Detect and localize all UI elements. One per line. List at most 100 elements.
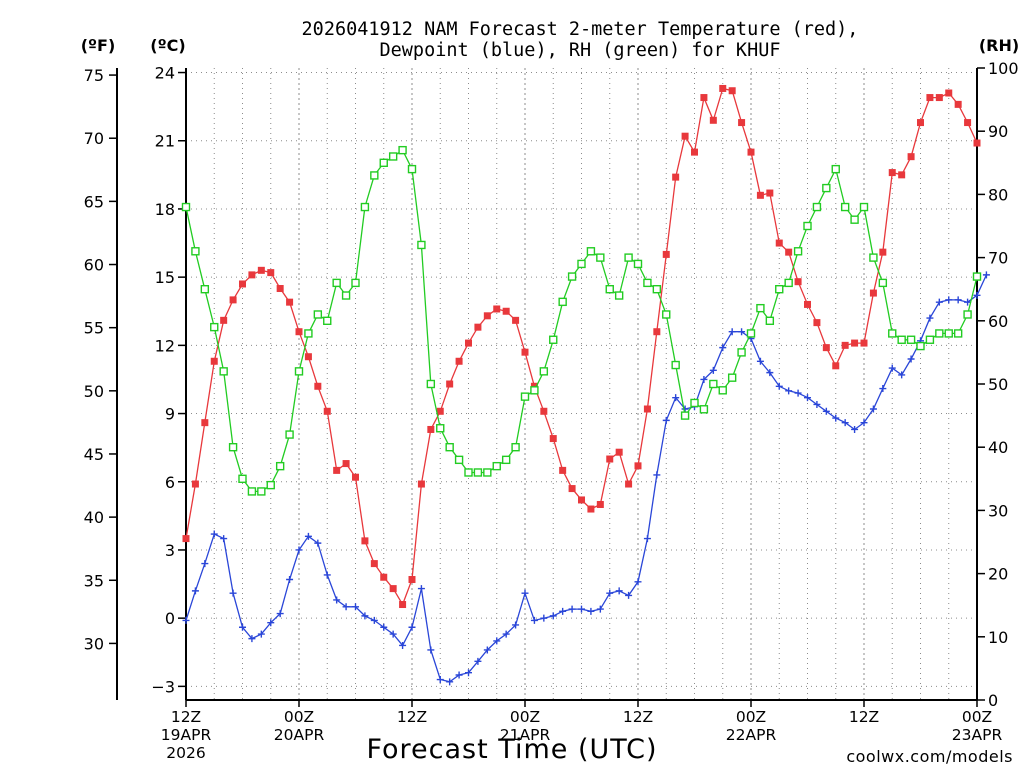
chart-title-line1: 2026041912 NAM Forecast 2-meter Temperat… (302, 19, 859, 40)
data-point (191, 587, 199, 595)
data-point (898, 171, 906, 179)
data-point (964, 298, 972, 306)
data-point (841, 341, 849, 349)
data-point (257, 630, 265, 638)
data-point (935, 298, 943, 306)
data-point (926, 314, 934, 322)
data-point (559, 607, 567, 615)
data-point (314, 382, 322, 390)
data-point (549, 435, 557, 443)
rh-tick-label: 70 (988, 249, 1008, 268)
data-point (530, 616, 538, 624)
data-point (248, 635, 256, 643)
data-point (229, 589, 237, 597)
data-point (917, 119, 924, 127)
data-point (906, 335, 916, 344)
data-point (813, 400, 821, 408)
data-point (286, 298, 294, 306)
data-point (898, 371, 906, 379)
data-point (399, 641, 407, 649)
data-point (831, 164, 840, 174)
data-point (822, 344, 830, 352)
x-tick-label: 12Z (171, 708, 201, 726)
data-point (436, 407, 444, 415)
rh-tick-label: 20 (988, 565, 1008, 584)
data-point (399, 601, 407, 609)
data-point (728, 328, 736, 336)
data-point (361, 612, 369, 620)
data-point (257, 266, 265, 274)
data-point (493, 305, 501, 313)
data-point (220, 535, 228, 543)
data-point (352, 473, 359, 481)
data-point (229, 296, 237, 304)
data-point (756, 191, 764, 199)
data-point (333, 596, 341, 604)
rh-tick-label: 80 (988, 185, 1008, 204)
data-point (577, 259, 586, 269)
celsius-tick-label: 24 (155, 64, 175, 83)
data-point (417, 480, 425, 488)
data-point (888, 364, 896, 372)
credit-label: coolwx.com/models (846, 747, 1013, 766)
data-point (341, 291, 351, 300)
data-point (596, 605, 604, 613)
data-point (408, 623, 416, 631)
fahrenheit-tick-label: 70 (84, 129, 104, 148)
data-point (709, 116, 717, 124)
data-point (738, 119, 746, 127)
data-point (276, 610, 284, 618)
celsius-tick-label: 21 (155, 132, 175, 151)
chart-title-line2: Dewpoint (blue), RH (green) for KHUF (380, 40, 781, 61)
series (181, 84, 990, 686)
data-point (916, 341, 925, 351)
data-point (426, 379, 436, 389)
data-point (935, 329, 944, 338)
data-point (850, 215, 859, 224)
series-dewpoint (182, 271, 990, 686)
data-point (408, 576, 416, 584)
data-point (323, 407, 331, 415)
series-temperature (182, 84, 981, 609)
data-point (681, 132, 689, 140)
data-point (822, 407, 830, 415)
data-point (728, 87, 736, 95)
data-point (454, 455, 464, 465)
data-point (587, 607, 595, 615)
data-point (521, 348, 529, 356)
data-point (483, 312, 491, 320)
data-point (719, 344, 727, 352)
data-point (615, 587, 623, 595)
data-point (727, 373, 737, 382)
data-point (671, 360, 680, 370)
data-point (247, 487, 257, 496)
data-point (925, 335, 935, 344)
series-rh (181, 145, 982, 496)
data-point (614, 291, 624, 300)
data-point (944, 329, 953, 338)
data-point (549, 335, 558, 344)
fahrenheit-tick-label: 35 (84, 571, 104, 590)
data-point (427, 425, 435, 433)
data-point (973, 139, 981, 147)
data-point (455, 357, 463, 365)
data-point (719, 84, 727, 92)
data-point (803, 221, 812, 231)
data-point (625, 480, 633, 488)
data-point (502, 630, 510, 638)
data-point (220, 316, 228, 324)
data-point (765, 316, 775, 325)
data-point (766, 189, 774, 197)
data-point (474, 657, 482, 665)
data-point (483, 646, 491, 654)
data-point (201, 560, 209, 568)
data-point (907, 153, 915, 161)
data-point (973, 291, 981, 299)
data-point (568, 485, 576, 493)
data-point (633, 259, 643, 269)
data-point (549, 612, 557, 620)
rh-tick-label: 10 (988, 628, 1008, 647)
data-point (361, 537, 369, 545)
celsius-tick-label: 12 (155, 336, 175, 355)
data-point (492, 461, 501, 471)
